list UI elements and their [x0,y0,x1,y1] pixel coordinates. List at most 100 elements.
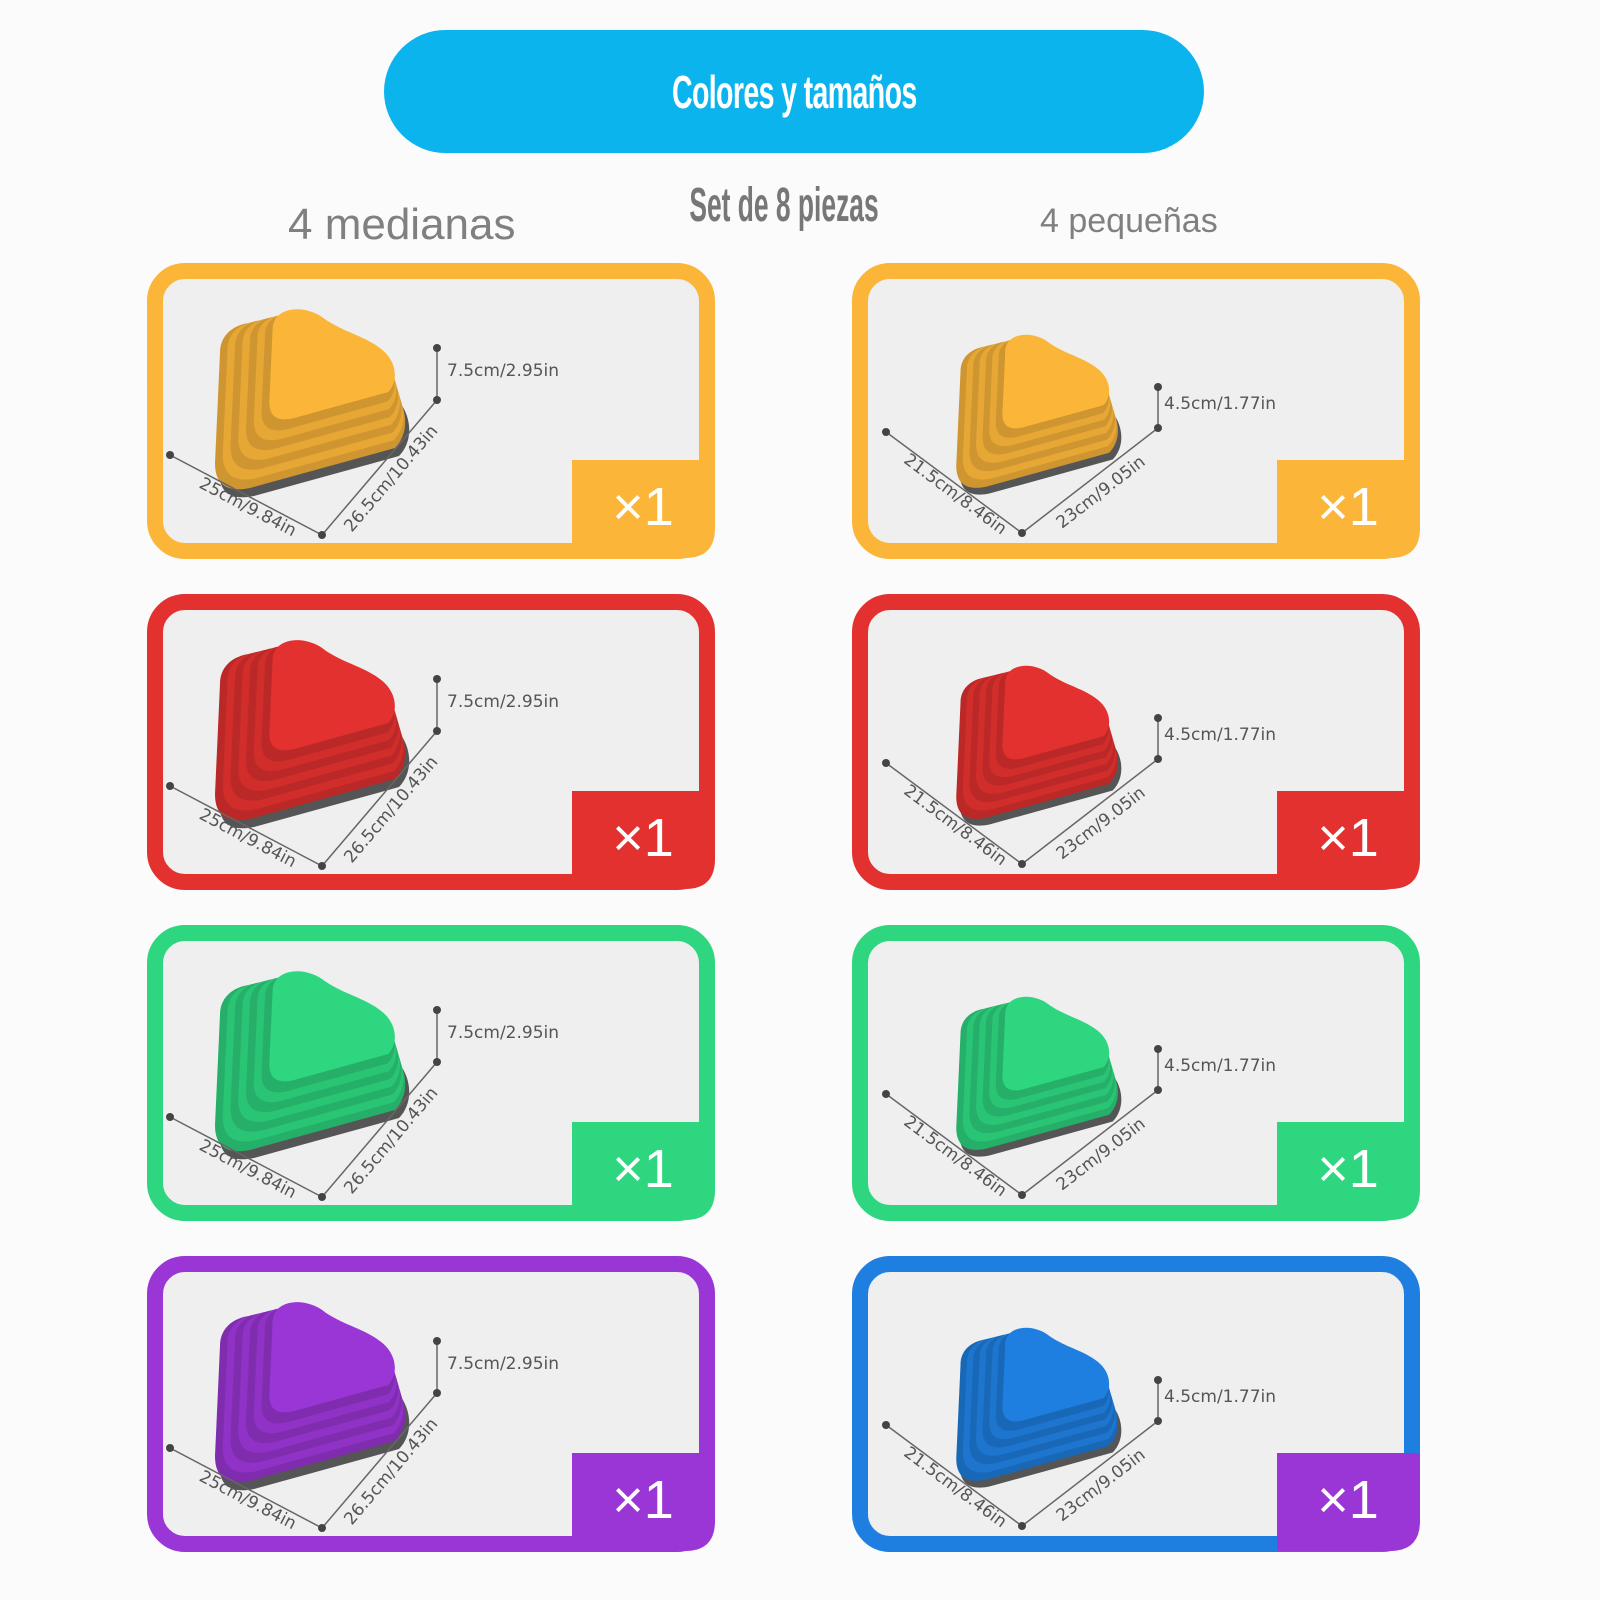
width-label: 21.5cm/8.46in [900,1443,1011,1532]
dimension-line [321,1392,438,1529]
stone-top [1002,665,1110,760]
dimension-line [885,1424,1023,1527]
card: ×1 4.5cm/1.77in 21.5cm/8.46in 23cm/9.05in [852,594,1420,890]
dimension-dot [166,451,174,459]
card-frame [147,263,715,559]
stone-layer [995,669,1109,769]
count-badge [572,460,700,548]
dimension-dot [318,862,326,870]
width-label: 21.5cm/8.46in [900,1112,1011,1201]
card: ×1 7.5cm/2.95in 25cm/9.84in 26.5cm/10.43in [147,1256,715,1552]
stone-layer [230,1312,402,1463]
dimension-dot [1154,755,1162,763]
stone-layer [253,977,397,1103]
stone-base [959,683,1122,826]
count-badge [572,791,700,879]
card: ×1 7.5cm/2.95in 25cm/9.84in 26.5cm/10.43in [147,594,715,890]
stone-layer [962,344,1117,480]
width-label: 21.5cm/8.46in [900,781,1011,870]
stone-layer [976,342,1114,463]
stone-base [959,1345,1122,1488]
count-badge [572,791,715,889]
dimension-dot [1154,1376,1162,1384]
height-label: 4.5cm/1.77in [1164,1387,1276,1407]
count-badge [1277,1122,1405,1210]
dimension-dot [318,531,326,539]
dimension-dot [1154,1417,1162,1425]
dimension-dot [882,1421,890,1429]
stone-layer [982,1002,1112,1117]
count-badge [572,460,715,558]
title: Colores y tamaños [671,65,917,118]
stone-layer [222,982,404,1142]
stone-layer [261,644,395,762]
depth-label: 26.5cm/10.43in [340,752,442,867]
stone-base [959,352,1122,495]
dimension-dot [882,428,890,436]
stone-layer [989,339,1111,447]
dimension-line [885,431,1023,534]
stone-layer [976,673,1114,794]
stone-layer [215,984,406,1152]
stone-layer [261,1306,395,1424]
stone-layer [989,670,1111,778]
stone-layer [976,1335,1114,1456]
depth-label: 26.5cm/10.43in [340,421,442,536]
stone-top [269,309,395,420]
card: ×1 4.5cm/1.77in 21.5cm/8.46in 23cm/9.05in [852,1256,1420,1552]
height-label: 7.5cm/2.95in [447,361,559,381]
count-badge [1277,1122,1420,1220]
stone-top [269,640,395,751]
dimension-dot [882,759,890,767]
dimension-dot [1018,1191,1026,1199]
count-label: ×1 [1317,1470,1379,1530]
column-label: 4 pequeñas [1040,202,1218,240]
stone [956,1327,1122,1488]
stone-base [959,1014,1122,1157]
width-label: 21.5cm/8.46in [900,450,1011,539]
count-badge [572,1453,715,1551]
stone [956,334,1122,495]
stone-layer [995,1331,1109,1431]
count-label: ×1 [1317,808,1379,868]
stone-base [219,992,410,1160]
dimension-dot [1154,1086,1162,1094]
card: ×1 7.5cm/2.95in 25cm/9.84in 26.5cm/10.43in [147,263,715,559]
width-label: 25cm/9.84in [196,474,300,541]
stone [956,996,1122,1157]
dimension-line [1021,427,1159,534]
stone-layer [253,1308,397,1434]
depth-label: 23cm/9.05in [1053,1114,1150,1195]
stone-layer [215,653,406,821]
subtitle: Set de 8 piezas [689,179,879,232]
dimension-line [321,1061,438,1198]
count-badge [1277,1453,1420,1551]
height-label: 7.5cm/2.95in [447,1354,559,1374]
dimension-dot [166,782,174,790]
stone-layer [969,1336,1115,1465]
stone-layer [261,313,395,431]
dimension-dot [433,675,441,683]
stone-top [1002,1327,1110,1422]
height-label: 7.5cm/2.95in [447,1023,559,1043]
stone-base [219,661,410,829]
stone-layer [995,338,1109,438]
stone-top [1002,334,1110,429]
width-label: 25cm/9.84in [196,1467,300,1534]
stone-layer [982,671,1112,786]
dimension-dot [1018,1522,1026,1530]
depth-label: 23cm/9.05in [1053,1445,1150,1526]
height-label: 4.5cm/1.77in [1164,394,1276,414]
stone-layer [962,675,1117,811]
count-badge [1277,1453,1405,1541]
count-badge [572,1122,715,1220]
dimension-dot [318,1524,326,1532]
count-badge [572,1453,700,1541]
dimension-line [169,1447,323,1529]
dimension-line [1021,1420,1159,1527]
stone-layer [215,1315,406,1483]
dimension-line [885,1093,1023,1196]
dimension-line [169,454,323,536]
